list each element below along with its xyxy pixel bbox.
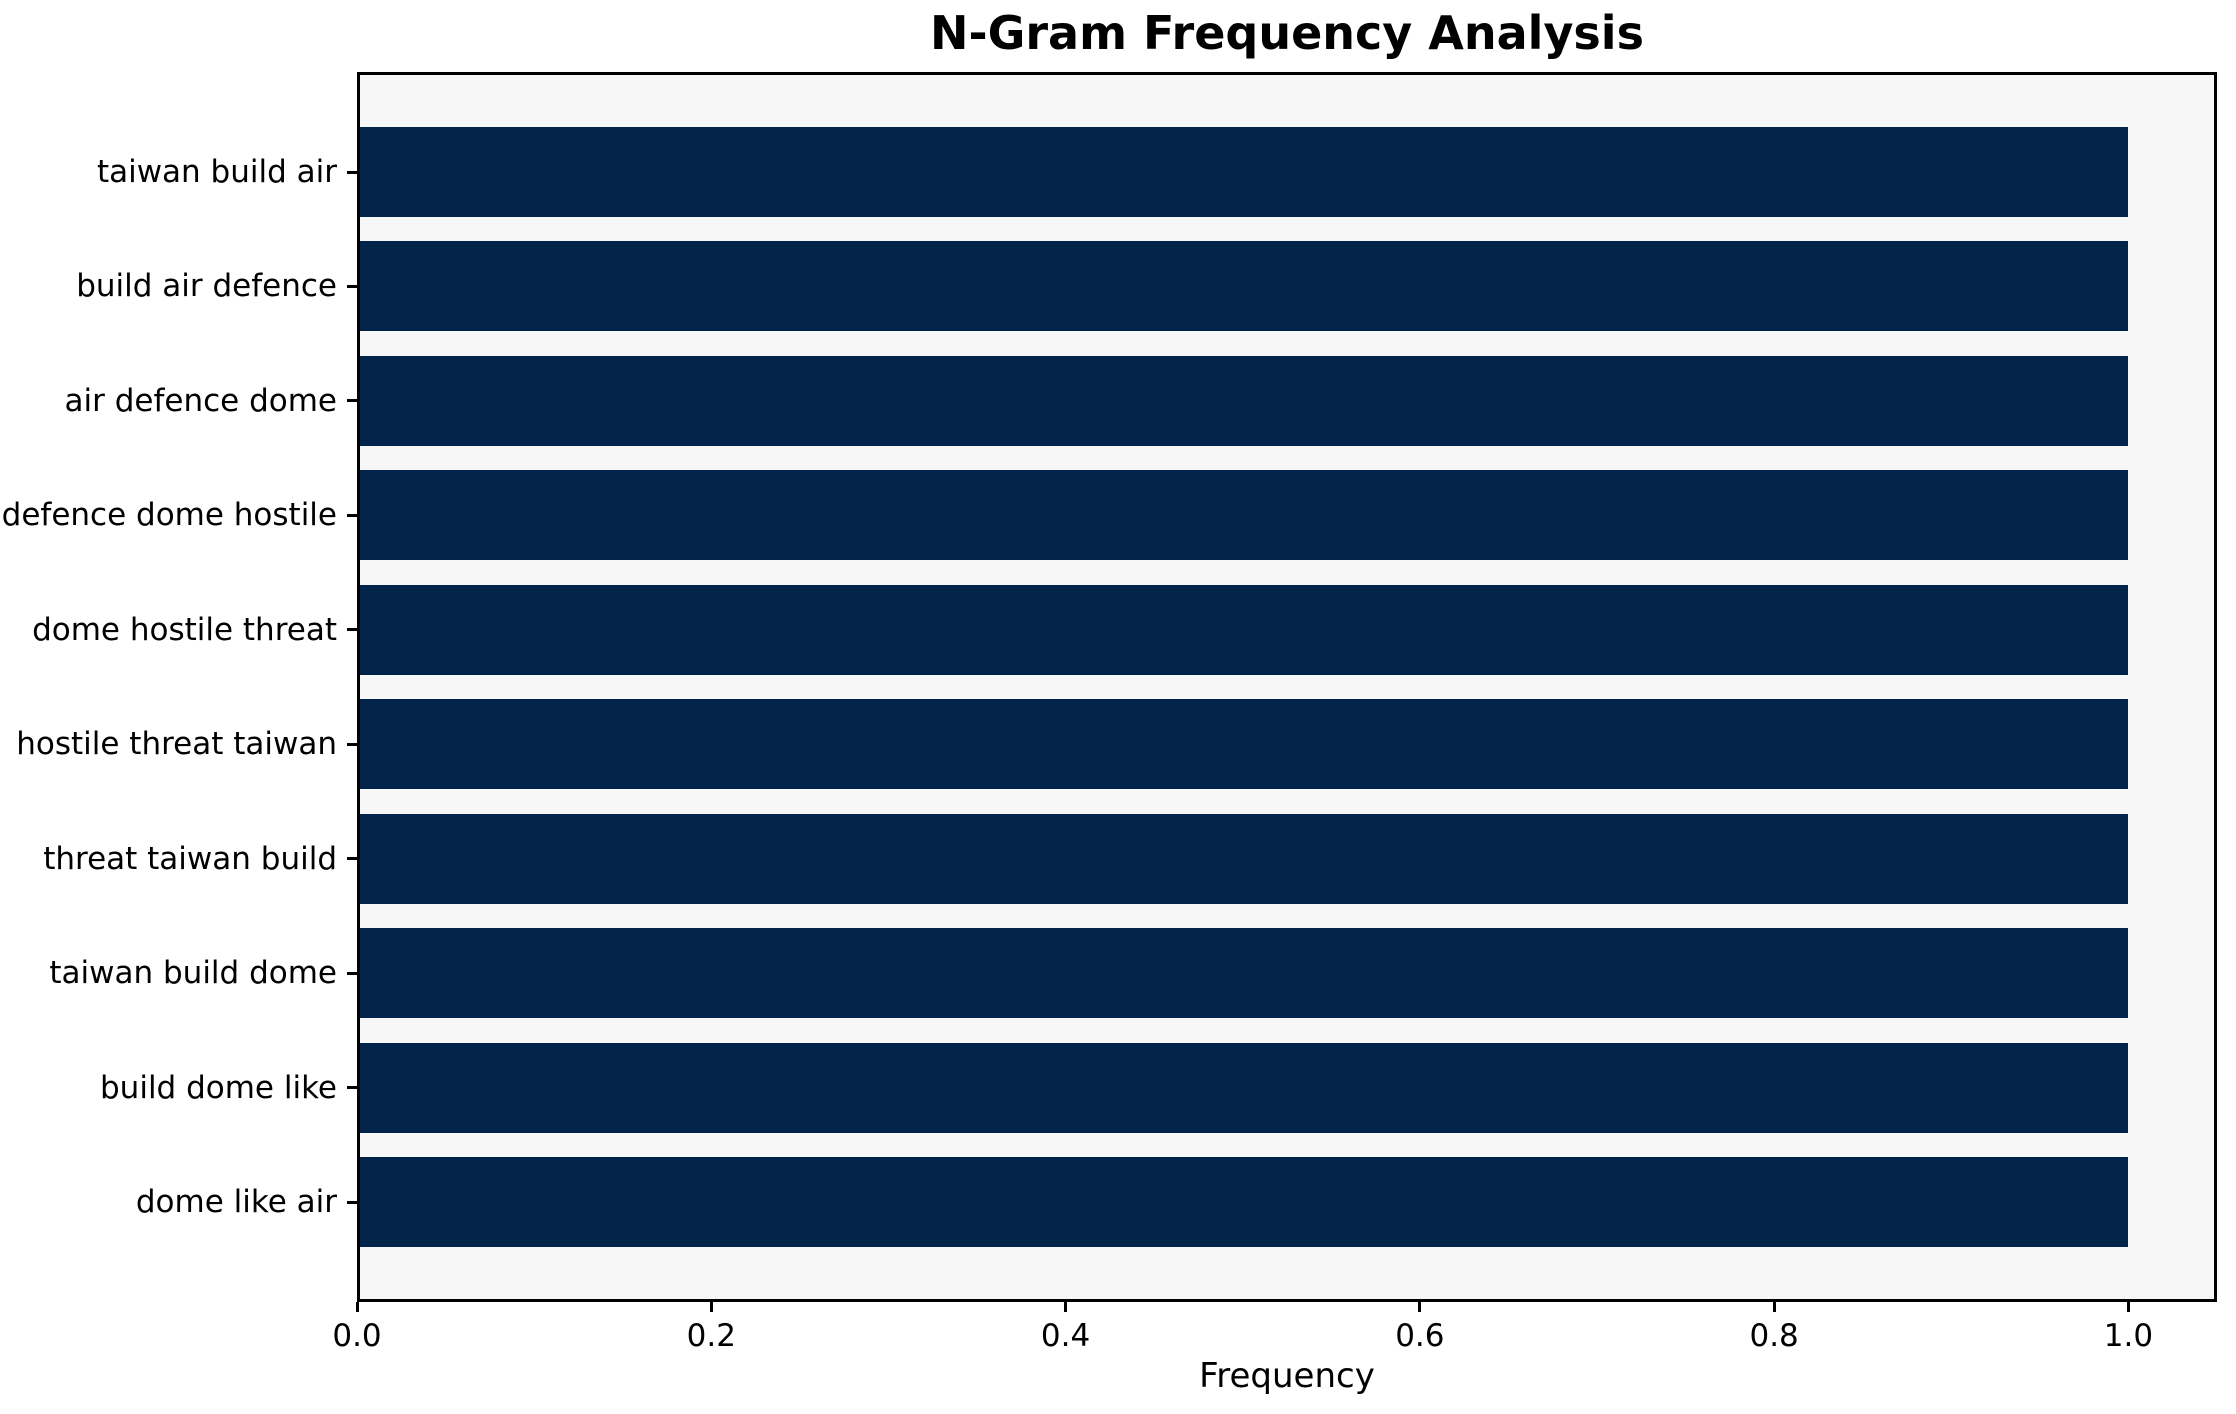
- bar: [360, 355, 2129, 446]
- bar: [360, 699, 2129, 790]
- y-axis-tick: [347, 742, 357, 746]
- x-axis-tick-label: 0.4: [1040, 1318, 1091, 1354]
- bar: [360, 584, 2129, 675]
- y-axis-category-label: dome hostile threat: [32, 611, 337, 648]
- chart-title: N-Gram Frequency Analysis: [930, 6, 1644, 60]
- x-axis-tick-label: 1.0: [2103, 1318, 2154, 1354]
- y-axis-category-label: air defence dome: [64, 382, 337, 419]
- y-axis-category-label: threat taiwan build: [43, 840, 337, 877]
- x-axis-tick-label: 0.0: [332, 1318, 382, 1354]
- y-axis-tick: [347, 513, 357, 517]
- bar: [360, 127, 2129, 217]
- y-axis-tick: [347, 1086, 357, 1090]
- y-axis-tick: [347, 971, 357, 975]
- bar: [360, 470, 2129, 561]
- y-axis-category-label: taiwan build dome: [49, 955, 337, 992]
- y-axis-category-label: dome like air: [135, 1184, 337, 1220]
- bar: [360, 1157, 2129, 1247]
- y-axis-category-label: hostile threat taiwan: [16, 726, 337, 763]
- x-axis-label: Frequency: [1199, 1356, 1375, 1396]
- y-axis-tick: [347, 284, 357, 288]
- y-axis-tick: [347, 170, 357, 174]
- x-axis-tick: [709, 1302, 713, 1312]
- y-axis-category-label: defence dome hostile: [1, 497, 337, 534]
- x-axis-tick-label: 0.8: [1749, 1318, 1799, 1354]
- y-axis-category-label: taiwan build air: [96, 154, 337, 190]
- bar: [360, 1042, 2129, 1133]
- x-axis-tick: [2126, 1302, 2130, 1312]
- x-axis-tick: [1418, 1302, 1422, 1312]
- x-axis-tick: [355, 1302, 359, 1312]
- y-axis-category-label: build air defence: [76, 268, 337, 305]
- x-axis-tick-label: 0.2: [686, 1318, 736, 1354]
- y-axis-tick: [347, 1200, 357, 1204]
- y-axis-tick: [347, 628, 357, 632]
- y-axis-tick: [347, 857, 357, 861]
- bar: [360, 813, 2129, 904]
- bar: [360, 928, 2129, 1019]
- y-axis-category-label: build dome like: [100, 1069, 337, 1106]
- x-axis-tick: [1772, 1302, 1776, 1312]
- y-axis-tick: [347, 399, 357, 403]
- x-axis-tick-label: 0.6: [1395, 1318, 1445, 1354]
- x-axis-tick: [1064, 1302, 1068, 1312]
- bar: [360, 241, 2129, 332]
